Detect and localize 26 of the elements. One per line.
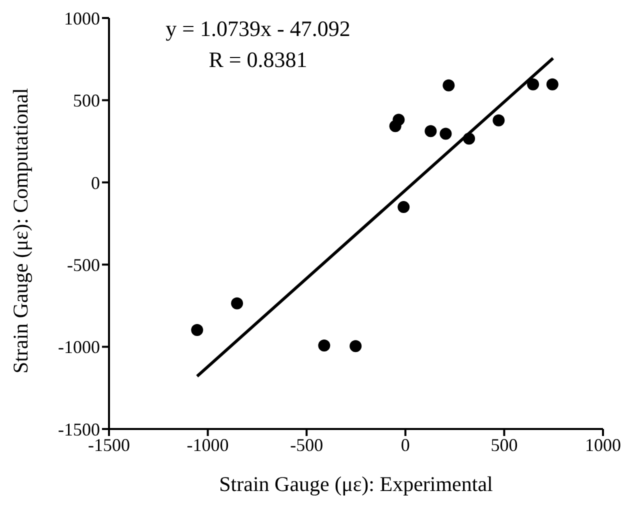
x-axis-title: Strain Gauge (με): Experimental [219, 472, 494, 496]
point [191, 324, 204, 336]
x-tick-label: 1000 [585, 434, 621, 455]
y-tick-label: 500 [73, 90, 100, 111]
annotation: R = 0.8381 [208, 47, 308, 73]
point [442, 79, 455, 92]
point [424, 125, 437, 138]
point [440, 128, 452, 140]
y-axis-title: Strain Gauge (με): Computational [8, 88, 32, 374]
point [392, 114, 405, 126]
x-tick-label: 500 [490, 434, 518, 455]
x-tick-label: -1000 [186, 434, 229, 455]
point [231, 297, 244, 310]
point [350, 340, 362, 352]
annotation: y = 1.0739x - 47.092 [164, 16, 352, 42]
point [398, 201, 410, 214]
point [492, 114, 505, 126]
y-tick-label: -500 [67, 254, 100, 275]
y-tick-label: 0 [91, 172, 100, 193]
y-tick-label: -1000 [58, 337, 100, 358]
x-tick-label: -500 [290, 434, 324, 455]
point [318, 339, 330, 352]
point [527, 78, 540, 90]
x-tick-label: 0 [400, 434, 410, 455]
point [546, 78, 558, 90]
y-tick-label: 1000 [64, 8, 100, 28]
